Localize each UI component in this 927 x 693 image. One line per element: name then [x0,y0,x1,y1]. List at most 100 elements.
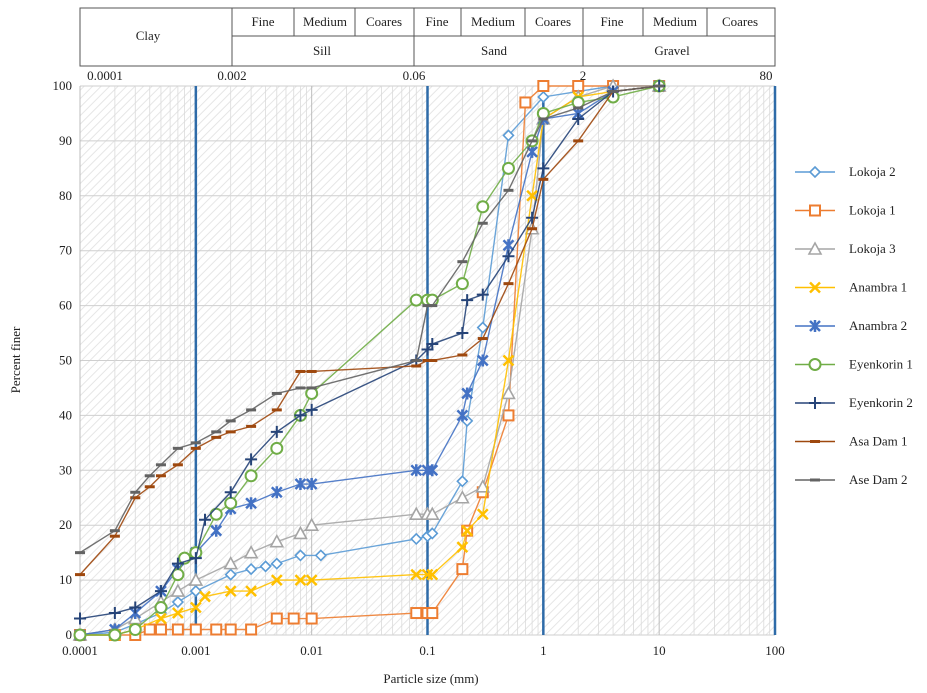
data-point-eyenkorin-2 [171,557,184,570]
data-point-lokoja-2 [224,568,237,581]
data-point-eyenkorin-2 [456,327,469,340]
y-tick-label-10: 10 [59,572,72,587]
y-tick-label-20: 20 [59,517,72,532]
data-point-lokoja-2 [244,562,258,576]
data-point-lokoja-2 [426,527,439,540]
data-point-lokoja-3 [223,555,239,570]
data-point-eyenkorin-2 [245,453,258,466]
data-point-anambra-2 [476,354,489,367]
data-point-lokoja-1 [224,623,237,636]
data-point-eyenkorin-2 [526,211,539,224]
legend-item-anambra-1: Anambra 1 [795,280,907,295]
boundary-label-0.002: 0.002 [217,68,246,83]
data-point-lokoja-3 [188,572,204,586]
data-point-lokoja-3 [170,583,186,597]
y-tick-label-80: 80 [59,188,72,203]
data-point-eyenkorin-1 [244,469,258,483]
y-tick-label-90: 90 [59,133,72,148]
silt-coarse: Coares [366,14,402,29]
legend-item-asa-dam-1: Asa Dam 1 [795,434,908,449]
data-point-eyenkorin-2 [189,552,202,565]
series-eyenkorin-2 [74,80,666,625]
data-point-eyenkorin-2 [154,585,167,598]
x-tick-label-0.01: 0.01 [300,643,323,658]
legend-marker-lokoja-2 [808,165,822,179]
legend-item-ase-dam-2: Ase Dam 2 [795,472,908,487]
data-point-eyenkorin-2 [537,162,550,175]
data-point-lokoja-2 [171,595,185,609]
data-point-eyenkorin-2 [502,250,515,263]
y-tick-label-0: 0 [66,627,73,642]
legend-marker-lokoja-1 [809,204,821,217]
data-point-eyenkorin-1 [224,496,238,510]
header-silt: Sill [313,43,331,58]
boundary-label-0.06: 0.06 [403,68,426,83]
data-point-lokoja-2 [537,90,550,104]
data-point-anambra-2 [270,486,283,499]
data-point-anambra-1 [294,574,307,586]
data-point-lokoja-1 [154,623,167,636]
x-tick-label-100: 100 [765,643,785,658]
series-line-asa-dam-1 [79,85,660,576]
legend-label-lokoja-3: Lokoja 3 [849,241,896,256]
data-point-lokoja-3 [424,506,440,521]
data-point-lokoja-1 [537,80,550,92]
legend-item-anambra-2: Anambra 2 [795,318,907,333]
series-ase-dam-2 [75,84,665,555]
soil-classification-header: Clay Sill Sand Gravel Fine Medium Coares… [79,7,776,83]
gravel-fine: Fine [600,14,623,29]
data-point-lokoja-2 [189,584,202,598]
header-gravel: Gravel [654,43,690,58]
legend-item-eyenkorin-2: Eyenkorin 2 [795,395,913,410]
x-tick-label-10: 10 [653,643,666,658]
y-tick-label-70: 70 [59,243,72,258]
legend-label-asa-dam-1: Asa Dam 1 [849,434,908,449]
data-point-anambra-2 [294,478,307,491]
data-point-lokoja-1 [245,623,258,636]
legend-label-anambra-2: Anambra 2 [849,318,907,333]
data-point-eyenkorin-1 [209,507,223,521]
data-point-lokoja-3 [501,385,516,400]
legend-item-lokoja-3: Lokoja 3 [795,241,896,256]
series-asa-dam-1 [75,84,665,577]
data-point-anambra-1 [502,354,515,367]
sand-fine: Fine [425,14,448,29]
silt-medium: Medium [303,14,347,29]
series-line-lokoja-3 [79,85,660,636]
data-point-anambra-1 [410,568,423,581]
data-point-anambra-1 [199,590,211,603]
data-point-eyenkorin-2 [129,601,142,614]
y-tick-label-50: 50 [59,353,72,368]
data-point-anambra-2 [210,524,223,537]
data-point-lokoja-1 [410,607,423,620]
data-point-lokoja-2 [294,549,307,562]
data-point-anambra-1 [526,189,538,202]
data-point-anambra-1 [172,607,184,619]
data-point-eyenkorin-1 [270,441,284,455]
data-point-anambra-2 [410,464,423,477]
legend-marker-eyenkorin-1 [808,358,822,371]
legend-marker-anambra-1 [809,281,821,294]
series-line-eyenkorin-2 [79,85,660,620]
data-point-lokoja-1 [502,409,515,422]
legend-label-ase-dam-2: Ase Dam 2 [849,472,908,487]
header-clay: Clay [136,28,161,43]
data-point-lokoja-2 [259,560,272,573]
data-point-lokoja-2 [502,129,515,142]
data-point-eyenkorin-2 [572,112,585,125]
data-point-lokoja-3 [293,525,308,540]
data-point-eyenkorin-2 [224,486,237,499]
data-point-eyenkorin-2 [476,288,489,301]
data-point-lokoja-1 [426,607,439,620]
sand-coarse: Coares [535,14,571,29]
sand-medium: Medium [471,14,515,29]
data-point-eyenkorin-2 [294,409,307,422]
data-point-anambra-1 [189,601,202,614]
data-point-lokoja-1 [519,96,532,109]
data-point-anambra-1 [305,574,318,586]
x-tick-label-1: 1 [540,643,547,658]
legend-item-eyenkorin-1: Eyenkorin 1 [795,357,913,372]
data-point-anambra-1 [476,508,489,521]
data-point-eyenkorin-1 [128,623,142,637]
legend-label-lokoja-2: Lokoja 2 [849,164,896,179]
